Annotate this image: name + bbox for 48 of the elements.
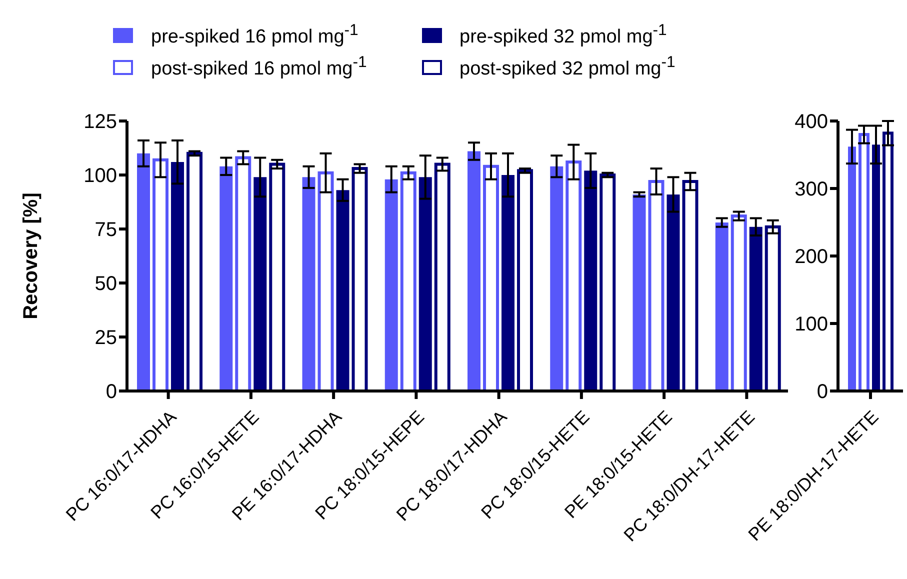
bar	[632, 194, 646, 391]
bar	[682, 180, 698, 391]
bar	[434, 162, 450, 391]
legend-label: pre-spiked 32 pmol mg$^{-1}$	[460, 22, 667, 48]
bar	[269, 162, 286, 391]
bar	[584, 170, 598, 391]
legend-label: post-spiked 32 pmol mg$^{-1}$	[460, 54, 676, 81]
bar	[235, 156, 252, 391]
bar	[186, 152, 202, 391]
y-tick-label: 25	[94, 327, 117, 350]
bar	[566, 160, 582, 391]
bar	[152, 158, 168, 391]
y-tick-label: 125	[84, 111, 117, 134]
y-tick-label: 200	[794, 246, 828, 268]
bar	[517, 169, 533, 391]
bar	[764, 225, 781, 391]
y-axis-title: Recovery [%]	[20, 192, 42, 320]
bar	[468, 151, 480, 391]
bar	[352, 167, 368, 391]
y-tick-label: 50	[94, 273, 117, 296]
y-tick-label: 0	[816, 381, 828, 404]
bar	[666, 194, 680, 391]
bar	[418, 177, 432, 391]
bar	[384, 179, 398, 391]
bar	[730, 214, 747, 391]
legend-label: post-spiked 16 pmol mg$^{-1}$	[151, 54, 367, 81]
y-tick-label: 100	[84, 165, 117, 188]
bar	[502, 175, 514, 391]
bar	[648, 180, 664, 391]
bar	[171, 162, 184, 391]
bar	[336, 190, 350, 391]
bar	[400, 171, 416, 391]
bar	[550, 166, 564, 391]
bar	[302, 177, 316, 391]
bar	[254, 177, 267, 391]
bar	[318, 171, 334, 391]
y-tick-label: 300	[794, 178, 828, 201]
y-tick-label: 75	[94, 219, 117, 242]
bar	[715, 222, 728, 391]
bar	[600, 174, 616, 391]
y-tick-label: 100	[794, 314, 828, 336]
y-tick-label: 400	[794, 111, 828, 134]
bar	[749, 226, 762, 391]
bar	[137, 153, 150, 391]
y-tick-label: 0	[106, 381, 117, 404]
legend-label: pre-spiked 16 pmol mg$^{-1}$	[151, 22, 358, 48]
bar	[483, 164, 499, 391]
bar	[220, 166, 233, 391]
